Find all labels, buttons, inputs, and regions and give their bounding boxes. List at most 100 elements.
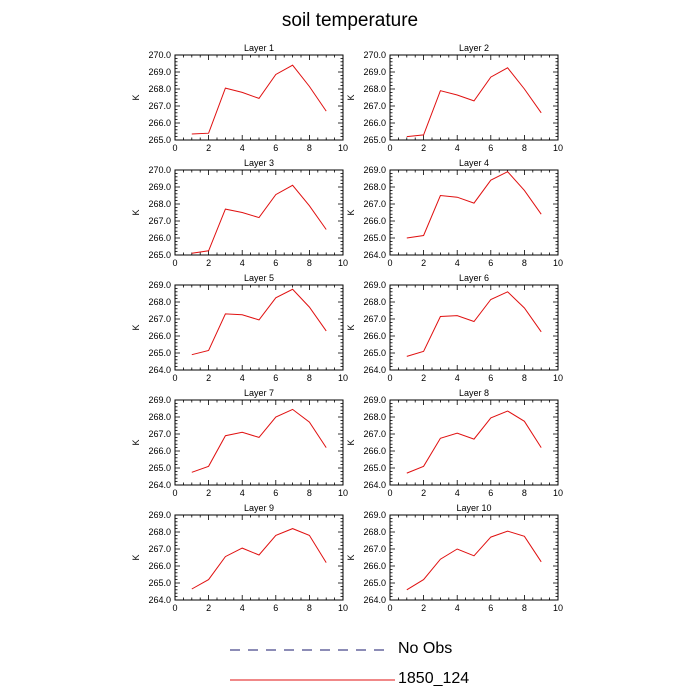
panel-title: Layer 2 [459,43,489,53]
x-tick-label: 2 [421,488,426,498]
y-axis-label: K [346,94,356,100]
panel-layer-8: Layer 8 K 0 2 4 6 8 10 264.0 265.0 266.0 267.0 268.0… [346,388,563,498]
y-tick-label: 266.0 [363,446,386,456]
x-tick-label: 6 [273,603,278,613]
legend-label-1850-124: 1850_124 [398,670,470,687]
y-tick-label: 268.0 [148,199,171,209]
x-tick-label: 0 [387,258,392,268]
x-tick-label: 10 [338,143,348,153]
x-tick-label: 0 [387,143,392,153]
x-tick-label: 10 [338,373,348,383]
legend-label-no-obs: No Obs [398,640,453,657]
x-tick-label: 10 [553,603,563,613]
x-tick-label: 2 [206,373,211,383]
x-tick-label: 4 [455,258,460,268]
panel-title: Layer 3 [244,158,274,168]
y-tick-label: 266.0 [148,331,171,341]
y-tick-label: 265.0 [363,348,386,358]
panel-title: Layer 7 [244,388,274,398]
y-tick-label: 267.0 [363,429,386,439]
y-tick-label: 266.0 [148,446,171,456]
x-tick-label: 2 [206,603,211,613]
y-tick-label: 266.0 [363,216,386,226]
x-tick-label: 4 [240,258,245,268]
panel-layer-9: Layer 9 K 0 2 4 6 8 10 264.0 265.0 266.0 267.0 268.0… [131,503,348,613]
y-axis-label: K [131,209,141,215]
y-tick-label: 265.0 [148,463,171,473]
y-tick-label: 269.0 [148,280,171,290]
y-tick-label: 268.0 [363,84,386,94]
y-tick-label: 267.0 [363,314,386,324]
x-tick-label: 8 [522,488,527,498]
y-tick-label: 268.0 [148,412,171,422]
x-tick-label: 10 [553,258,563,268]
series-line-1850-124 [406,171,542,239]
y-tick-label: 266.0 [148,118,171,128]
y-tick-label: 268.0 [363,297,386,307]
y-tick-label: 267.0 [148,101,171,111]
x-tick-label: 0 [387,488,392,498]
panel-layer-2: Layer 2 K 0 2 4 6 8 10 265.0 266.0 267.0 268.0 269.0… [346,43,563,153]
panel-title: Layer 9 [244,503,274,513]
legend-swatch-no-obs [230,649,390,651]
plot-frame [174,284,344,371]
y-axis-label: K [131,554,141,560]
x-tick-label: 0 [172,143,177,153]
y-tick-label: 266.0 [363,118,386,128]
y-axis-label: K [131,324,141,330]
x-tick-label: 2 [206,488,211,498]
y-tick-label: 266.0 [363,561,386,571]
y-tick-label: 268.0 [363,412,386,422]
y-tick-label: 265.0 [148,250,171,260]
series-line-1850-124 [191,288,327,356]
x-tick-label: 2 [421,373,426,383]
y-tick-label: 270.0 [148,165,171,175]
panel-layer-1: Layer 1 K 0 2 4 6 8 10 265.0 266.0 267.0 268.0 269.0… [131,43,348,153]
x-tick-label: 6 [488,488,493,498]
y-tick-label: 266.0 [148,561,171,571]
plot-frame [174,514,344,601]
series-line-1850-124 [406,410,542,474]
y-tick-label: 265.0 [148,135,171,145]
y-tick-label: 269.0 [148,182,171,192]
y-tick-label: 267.0 [363,101,386,111]
x-tick-label: 0 [172,488,177,498]
y-tick-label: 267.0 [363,199,386,209]
x-tick-label: 8 [522,143,527,153]
x-tick-label: 10 [553,488,563,498]
y-tick-label: 269.0 [363,67,386,77]
y-tick-label: 264.0 [148,595,171,605]
series-line-1850-124 [191,408,327,473]
y-tick-label: 267.0 [148,216,171,226]
plot-frame [174,54,344,141]
plot-frame [389,54,559,141]
y-tick-label: 269.0 [148,395,171,405]
panel-title: Layer 4 [459,158,489,168]
x-tick-label: 4 [240,373,245,383]
x-tick-label: 6 [273,258,278,268]
x-tick-label: 4 [240,603,245,613]
x-tick-label: 10 [338,603,348,613]
y-tick-label: 264.0 [148,365,171,375]
y-tick-label: 267.0 [148,544,171,554]
y-tick-label: 268.0 [148,84,171,94]
x-tick-label: 8 [307,488,312,498]
panel-layer-7: Layer 7 K 0 2 4 6 8 10 264.0 265.0 266.0 267.0 268.0… [131,388,348,498]
y-tick-label: 264.0 [363,365,386,375]
x-tick-label: 2 [421,143,426,153]
x-tick-label: 0 [172,373,177,383]
y-tick-label: 264.0 [148,480,171,490]
y-tick-label: 264.0 [363,250,386,260]
series-line-1850-124 [191,64,327,135]
series-line-1850-124 [191,184,327,254]
panel-layer-6: Layer 6 K 0 2 4 6 8 10 264.0 265.0 266.0 267.0 268.0… [346,273,563,383]
panel-layer-3: Layer 3 K 0 2 4 6 8 10 265.0 266.0 267.0 268.0 269.0… [131,158,348,268]
series-line-1850-124 [406,67,542,138]
panel-title: Layer 10 [456,503,491,513]
y-axis-label: K [131,439,141,445]
y-tick-label: 265.0 [363,135,386,145]
plot-frame [174,169,344,256]
x-tick-label: 4 [240,143,245,153]
y-axis-label: K [346,209,356,215]
plot-frame [389,399,559,486]
